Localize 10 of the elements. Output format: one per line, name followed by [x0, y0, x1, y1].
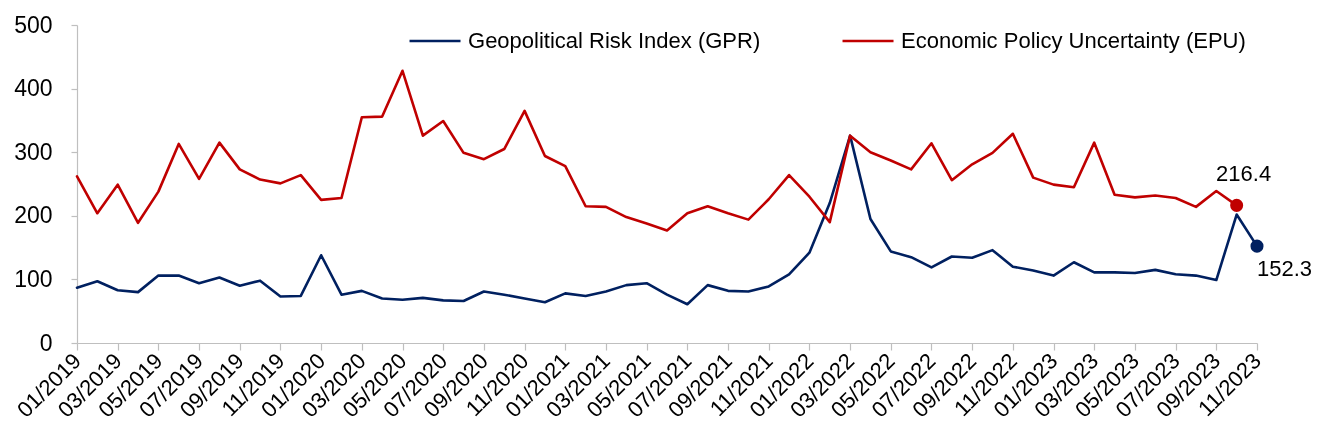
y-tick-label: 100 [14, 265, 53, 292]
y-tick-label: 0 [39, 329, 53, 356]
y-tick-label: 500 [14, 11, 53, 38]
data-label: 216.4 [1216, 161, 1272, 187]
y-tick-label: 300 [14, 138, 53, 165]
y-tick-label: 400 [14, 75, 53, 102]
legend-label: Geopolitical Risk Index (GPR) [468, 28, 761, 53]
y-tick-label: 200 [14, 202, 53, 229]
legend-label: Economic Policy Uncertainty (EPU) [901, 28, 1246, 53]
data-label: 152.3 [1257, 256, 1313, 282]
